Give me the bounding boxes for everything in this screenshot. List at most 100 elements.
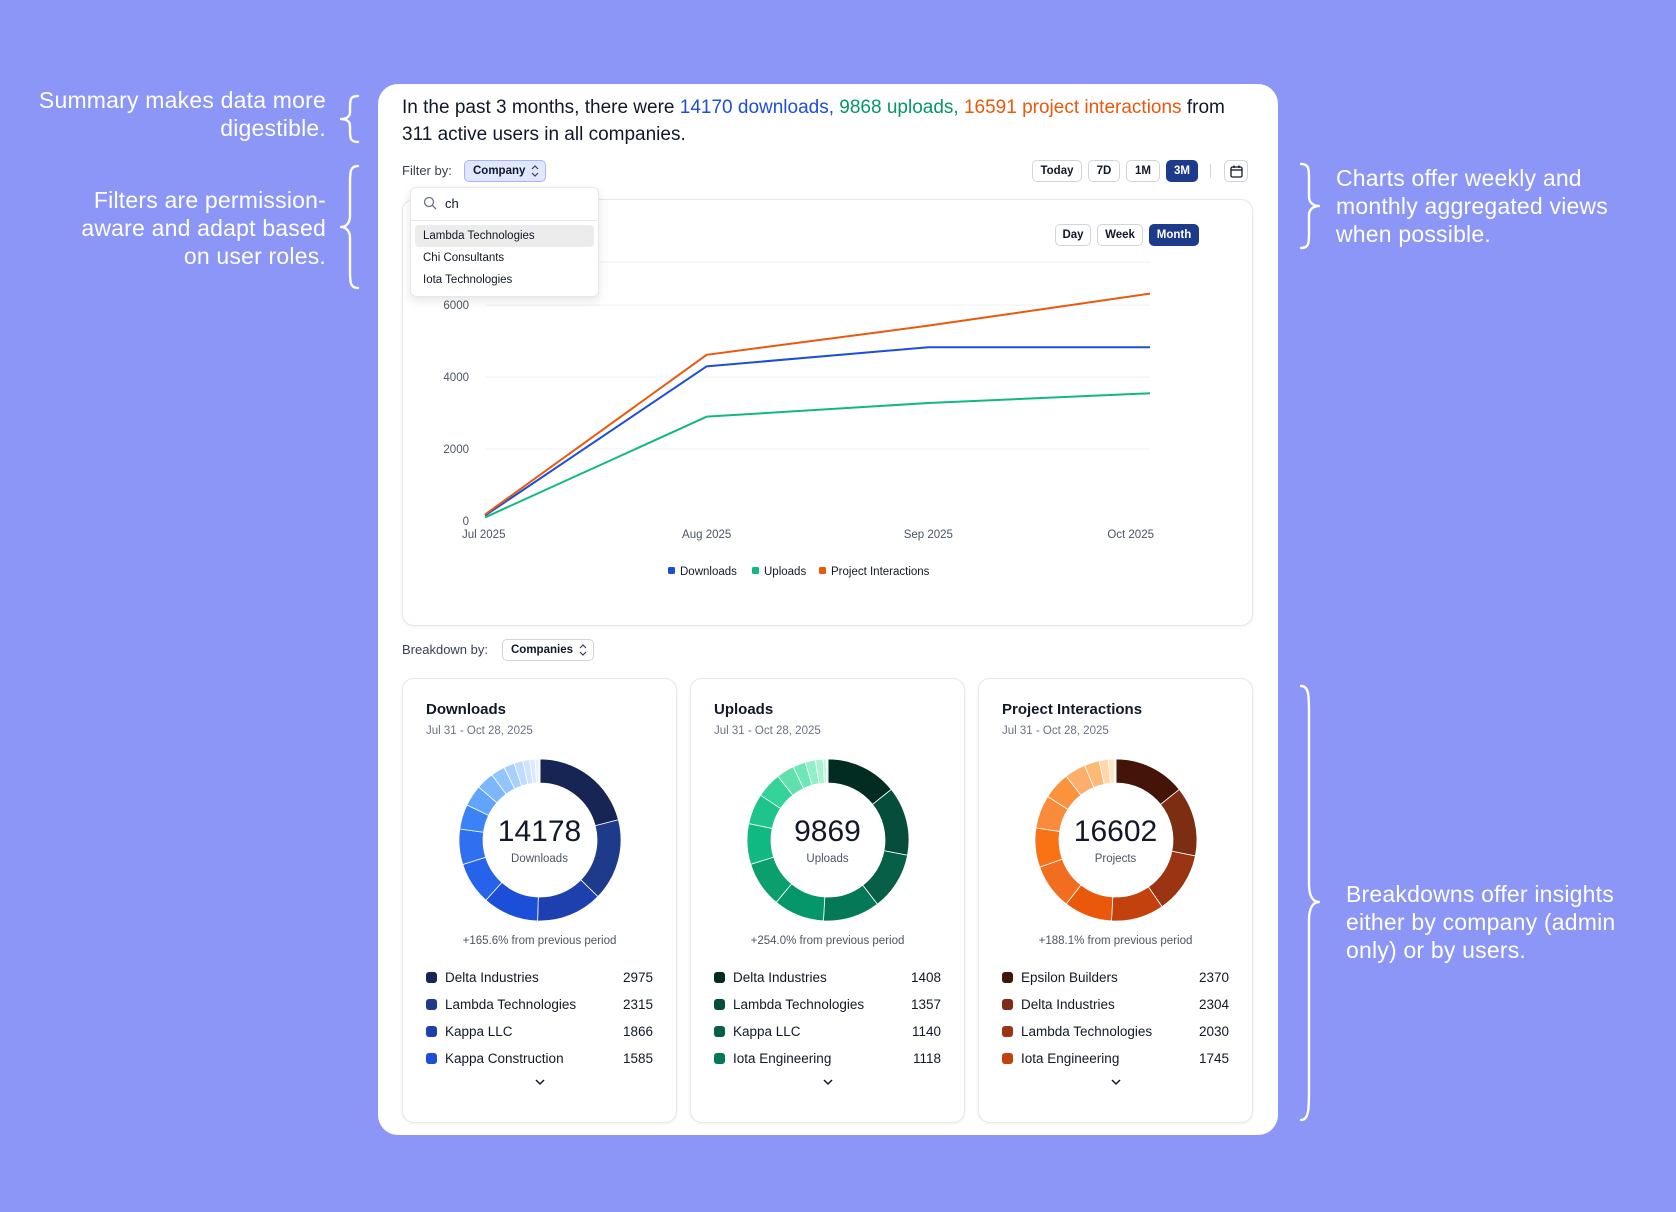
breakdown-row: Kappa LLC 1140: [714, 1022, 941, 1042]
range-3m-button[interactable]: 3M: [1166, 160, 1198, 182]
chevron-updown-icon: [579, 644, 587, 656]
row-name: Kappa LLC: [733, 1024, 801, 1039]
breakdown-row: Kappa LLC 1866: [426, 1022, 653, 1042]
series-line-project-interactions: [484, 292, 1151, 516]
row-value: 1585: [622, 1051, 653, 1066]
project-interactions-donut: [1034, 758, 1198, 922]
search-icon: [423, 196, 437, 210]
breakdown-row: Iota Engineering 1745: [1002, 1049, 1229, 1069]
legend-swatch: [1002, 1026, 1013, 1037]
legend-swatch: [819, 567, 826, 574]
row-name: Kappa LLC: [445, 1024, 513, 1039]
row-name: Delta Industries: [445, 970, 539, 985]
summary-prefix: In the past 3 months, there were: [402, 97, 680, 118]
calendar-icon: [1230, 165, 1243, 178]
summary-uploads: 9868 uploads,: [839, 97, 959, 118]
legend-label: Project Interactions: [831, 566, 930, 578]
row-name: Lambda Technologies: [733, 997, 865, 1012]
uploads-card: Uploads Jul 31 - Oct 28, 2025 9869 Uploa…: [690, 678, 965, 1123]
dropdown-option[interactable]: Chi Consultants: [423, 252, 505, 264]
chevron-down-icon[interactable]: [1109, 1077, 1123, 1087]
granularity-month-button[interactable]: Month: [1149, 224, 1199, 246]
card-title: Downloads: [426, 701, 507, 718]
donut-segment: [538, 758, 541, 784]
row-name: Lambda Technologies: [445, 997, 577, 1012]
breakdown-select[interactable]: Companies: [502, 639, 594, 661]
legend-swatch: [426, 1026, 437, 1037]
legend-swatch: [714, 1053, 725, 1064]
card-change: +188.1% from previous period: [1038, 935, 1193, 947]
card-total: 14178: [497, 815, 582, 848]
filter-label: Filter by:: [402, 163, 452, 178]
y-tick-label: 2000: [443, 444, 469, 456]
range-1m-button[interactable]: 1M: [1126, 160, 1160, 182]
x-tick-label: Sep 2025: [904, 529, 953, 541]
company-filter-select[interactable]: Company: [464, 160, 546, 182]
row-value: 2304: [1198, 997, 1229, 1012]
chevron-down-icon[interactable]: [821, 1077, 835, 1087]
y-tick-label: 6000: [443, 300, 469, 312]
breakdown-row: Lambda Technologies 1357: [714, 995, 941, 1015]
series-line-downloads: [484, 346, 1150, 517]
brace-charts: [1299, 162, 1321, 250]
brace-breakdowns: [1299, 684, 1321, 1122]
breakdown-row: Delta Industries 1408: [714, 968, 941, 988]
chevron-down-icon[interactable]: [533, 1077, 547, 1087]
donut-segment: [825, 758, 829, 784]
downloads-card: Downloads Jul 31 - Oct 28, 2025 14178 Do…: [402, 678, 677, 1123]
row-value: 1745: [1198, 1051, 1229, 1066]
row-name: Lambda Technologies: [1021, 1024, 1153, 1039]
card-title: Project Interactions: [1002, 701, 1143, 718]
summary-text: In the past 3 months, there were 14170 d…: [402, 94, 1242, 148]
row-name: Epsilon Builders: [1021, 970, 1118, 985]
breakdown-row: Lambda Technologies 2315: [426, 995, 653, 1015]
brace-summary: [339, 94, 360, 144]
granularity-day-button[interactable]: Day: [1055, 224, 1091, 246]
dropdown-divider: [411, 220, 598, 221]
legend-label: Downloads: [680, 566, 737, 578]
card-total: 16602: [1073, 815, 1158, 848]
card-unit: Uploads: [806, 853, 849, 865]
row-name: Iota Engineering: [733, 1051, 832, 1066]
legend-swatch: [426, 999, 437, 1010]
range-today-button[interactable]: Today: [1032, 160, 1082, 182]
granularity-week-button[interactable]: Week: [1097, 224, 1143, 246]
breakdown-row: Kappa Construction 1585: [426, 1049, 653, 1069]
y-tick-label: 0: [463, 516, 469, 528]
row-value: 2370: [1198, 970, 1229, 985]
legend-swatch: [668, 567, 675, 574]
card-unit: Downloads: [511, 853, 568, 865]
company-search-input[interactable]: ch: [445, 196, 459, 211]
row-name: Kappa Construction: [445, 1051, 564, 1066]
card-date-range: Jul 31 - Oct 28, 2025: [426, 725, 533, 737]
row-name: Delta Industries: [733, 970, 827, 985]
legend-label: Uploads: [764, 566, 806, 578]
legend-swatch: [426, 1053, 437, 1064]
legend-swatch: [714, 972, 725, 983]
card-unit: Projects: [1094, 853, 1137, 865]
project-interactions-card: Project Interactions Jul 31 - Oct 28, 20…: [978, 678, 1253, 1123]
card-date-range: Jul 31 - Oct 28, 2025: [714, 725, 821, 737]
breakdown-value: Companies: [511, 644, 573, 656]
summary-downloads: 14170 downloads,: [679, 97, 835, 118]
row-value: 1357: [910, 997, 941, 1012]
donut-segment: [1113, 758, 1117, 784]
dropdown-option[interactable]: Lambda Technologies: [415, 225, 594, 247]
row-name: Delta Industries: [1021, 997, 1115, 1012]
calendar-button[interactable]: [1224, 160, 1248, 182]
chevron-updown-icon: [531, 165, 539, 177]
uploads-donut: [746, 758, 910, 922]
row-value: 1140: [911, 1024, 941, 1039]
row-value: 2315: [622, 997, 653, 1012]
range-7d-button[interactable]: 7D: [1088, 160, 1120, 182]
card-total: 9869: [794, 815, 861, 848]
x-tick-label: Aug 2025: [682, 529, 731, 541]
legend-swatch: [426, 972, 437, 983]
dropdown-option[interactable]: Iota Technologies: [423, 274, 513, 286]
annotation-charts: Charts offer weekly and monthly aggregat…: [1336, 165, 1609, 247]
card-date-range: Jul 31 - Oct 28, 2025: [1002, 725, 1109, 737]
row-value: 1408: [910, 970, 941, 985]
summary-suffix: from 311 active users in all companies.: [402, 97, 1225, 145]
summary-interactions: 16591 project interactions: [963, 97, 1182, 118]
breakdown-label: Breakdown by:: [402, 642, 488, 657]
